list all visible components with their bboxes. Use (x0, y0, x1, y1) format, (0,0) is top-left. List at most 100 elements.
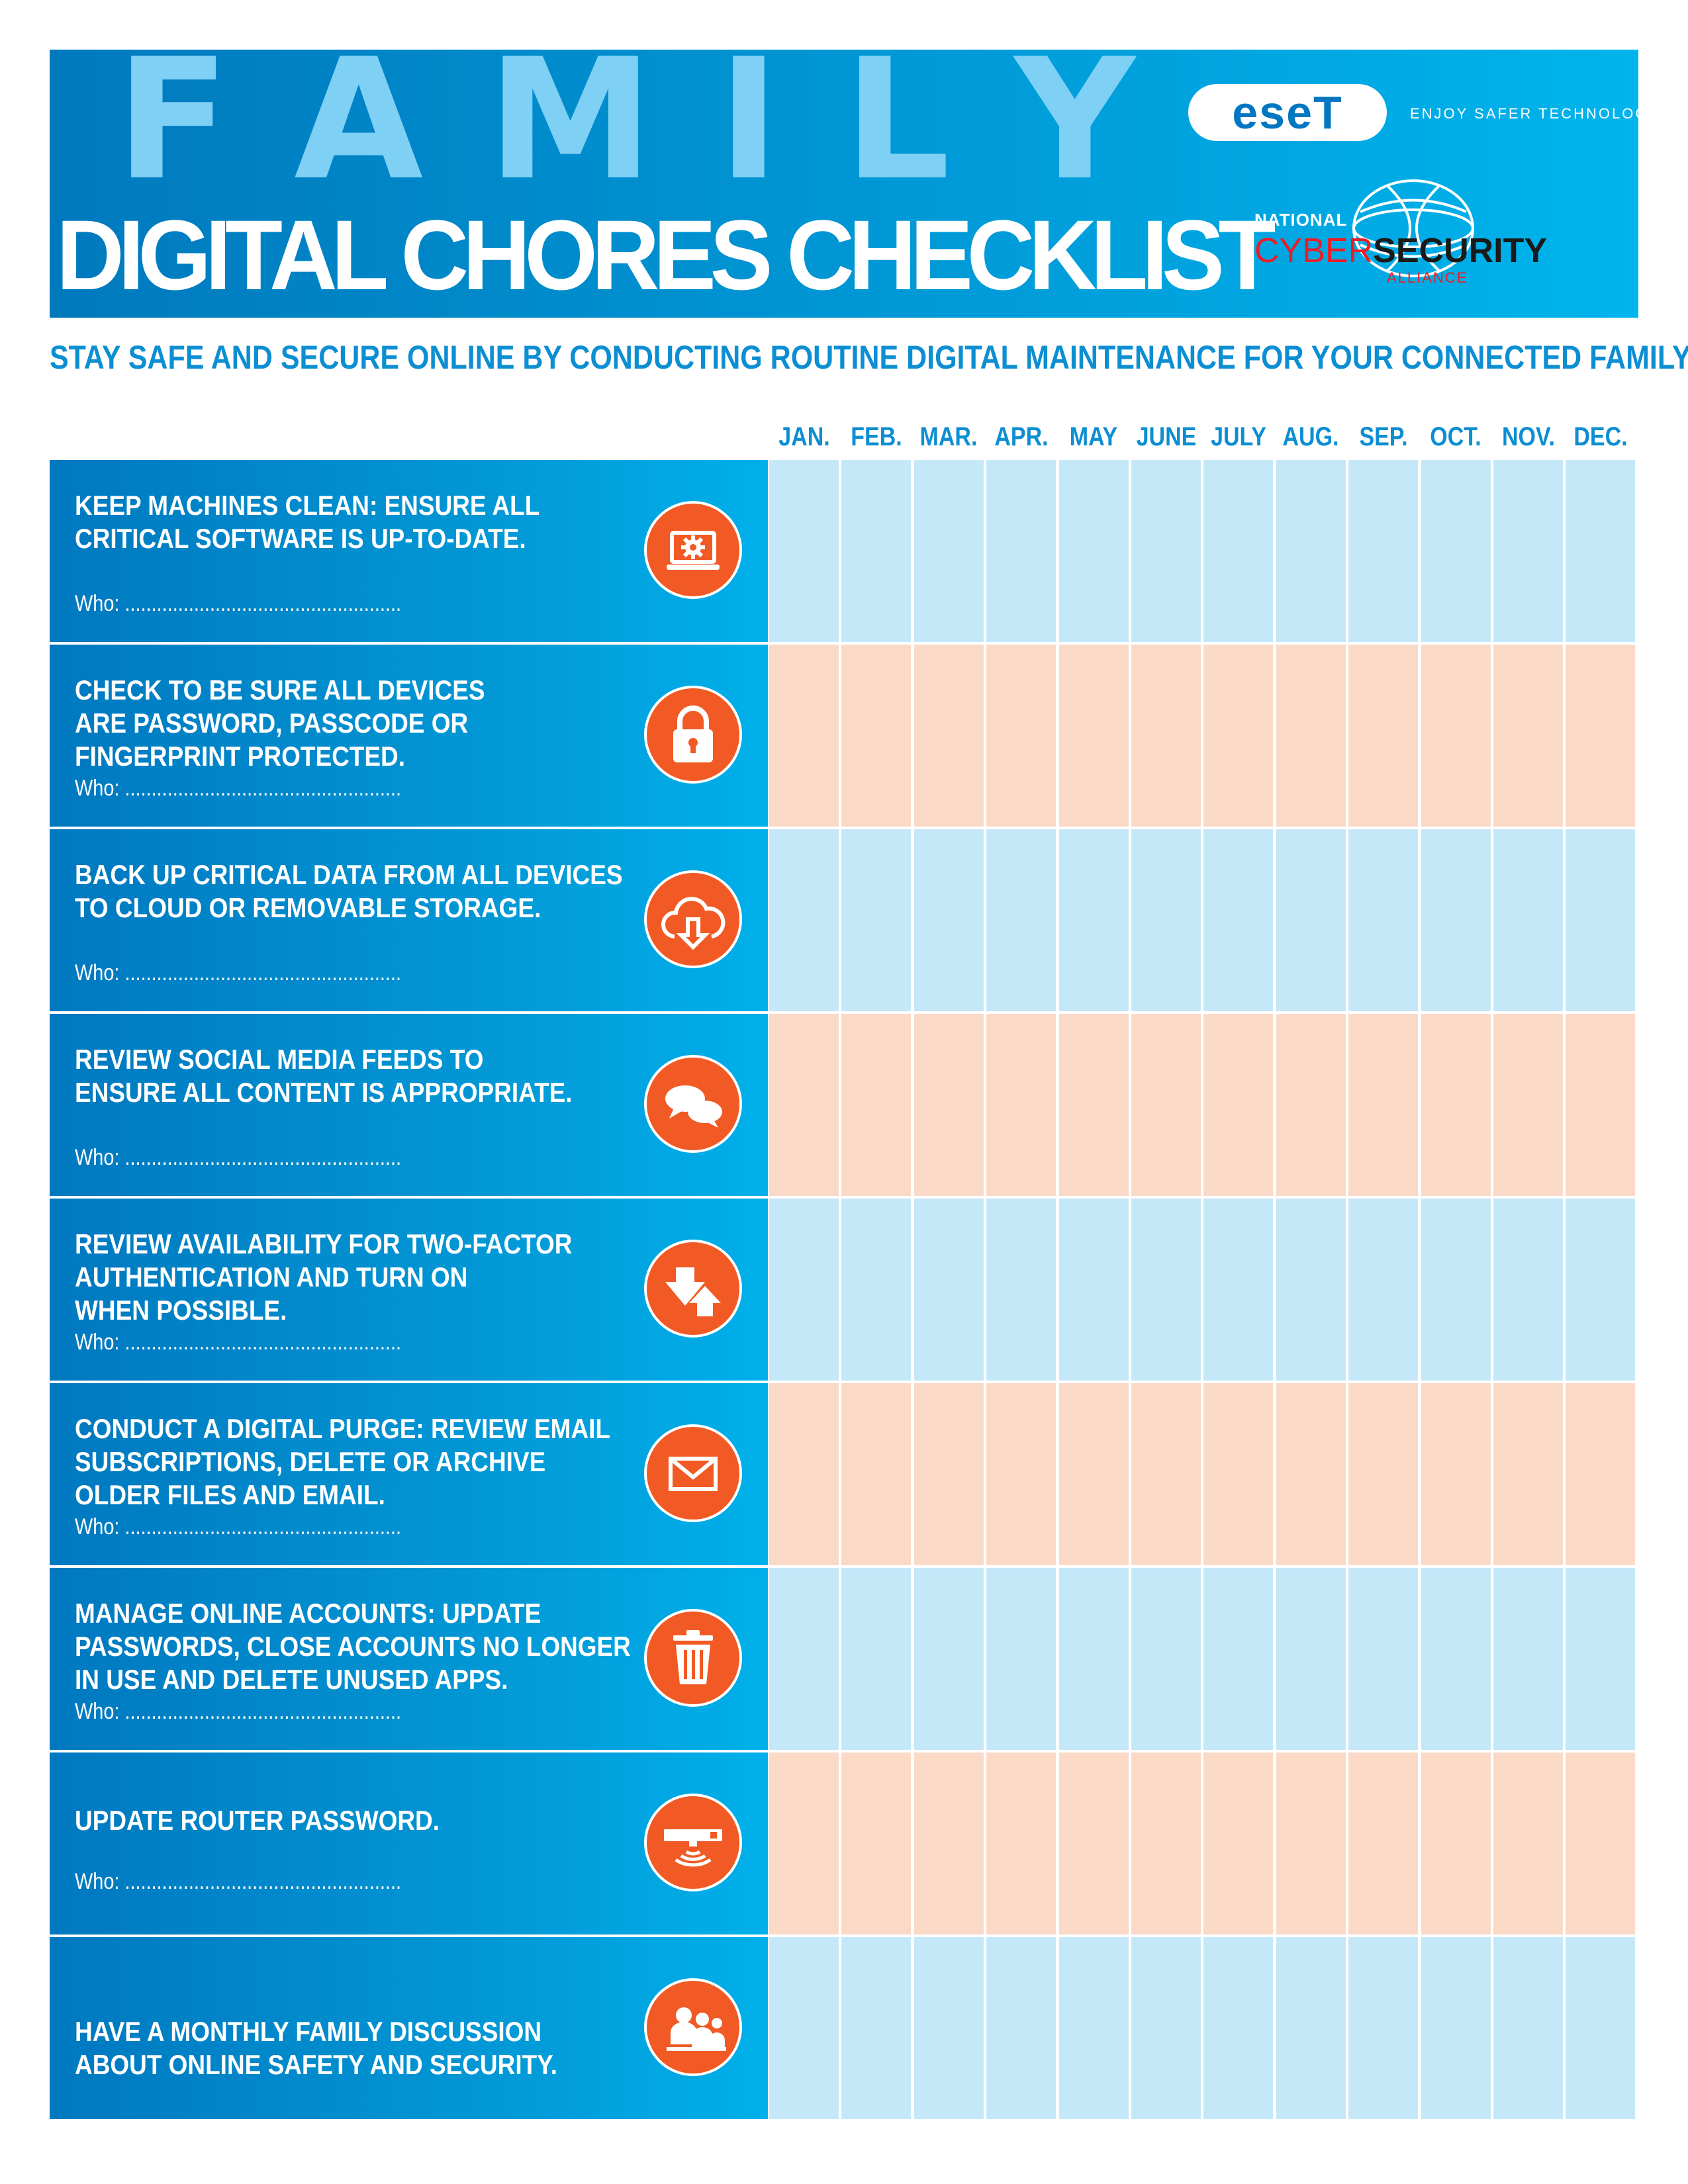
month-checkbox-cell[interactable] (986, 460, 1056, 642)
month-checkbox-cell[interactable] (1493, 829, 1563, 1011)
month-checkbox-cell[interactable] (1421, 1383, 1491, 1565)
who-field[interactable]: Who: ...................................… (75, 591, 402, 616)
month-checkbox-cell[interactable] (841, 1199, 912, 1381)
month-checkbox-cell[interactable] (1131, 829, 1201, 1011)
month-checkbox-cell[interactable] (914, 1014, 984, 1196)
month-checkbox-cell[interactable] (1566, 1014, 1636, 1196)
month-checkbox-cell[interactable] (1203, 1568, 1274, 1750)
month-checkbox-cell[interactable] (1058, 645, 1129, 827)
month-checkbox-cell[interactable] (1493, 1752, 1563, 1934)
month-checkbox-cell[interactable] (841, 1383, 912, 1565)
month-checkbox-cell[interactable] (914, 1752, 984, 1934)
month-checkbox-cell[interactable] (1058, 829, 1129, 1011)
month-checkbox-cell[interactable] (1348, 1199, 1419, 1381)
month-checkbox-cell[interactable] (986, 1383, 1056, 1565)
month-checkbox-cell[interactable] (1493, 1014, 1563, 1196)
month-checkbox-cell[interactable] (1348, 1937, 1419, 2119)
month-checkbox-cell[interactable] (1203, 1199, 1274, 1381)
month-checkbox-cell[interactable] (914, 1383, 984, 1565)
month-checkbox-cell[interactable] (769, 1937, 839, 2119)
month-checkbox-cell[interactable] (1203, 1752, 1274, 1934)
month-checkbox-cell[interactable] (769, 1568, 839, 1750)
month-checkbox-cell[interactable] (986, 1752, 1056, 1934)
month-checkbox-cell[interactable] (1348, 1014, 1419, 1196)
month-checkbox-cell[interactable] (841, 1568, 912, 1750)
month-checkbox-cell[interactable] (1131, 645, 1201, 827)
month-checkbox-cell[interactable] (1421, 829, 1491, 1011)
month-checkbox-cell[interactable] (1421, 645, 1491, 827)
month-checkbox-cell[interactable] (914, 1568, 984, 1750)
month-checkbox-cell[interactable] (1203, 829, 1274, 1011)
month-checkbox-cell[interactable] (1276, 1752, 1346, 1934)
month-checkbox-cell[interactable] (1276, 1014, 1346, 1196)
month-checkbox-cell[interactable] (986, 645, 1056, 827)
month-checkbox-cell[interactable] (1348, 1752, 1419, 1934)
month-checkbox-cell[interactable] (914, 1199, 984, 1381)
month-checkbox-cell[interactable] (1421, 1568, 1491, 1750)
month-checkbox-cell[interactable] (1566, 1752, 1636, 1934)
month-checkbox-cell[interactable] (1493, 1937, 1563, 2119)
month-checkbox-cell[interactable] (841, 460, 912, 642)
who-field[interactable]: Who: ...................................… (75, 1145, 402, 1170)
month-checkbox-cell[interactable] (1203, 460, 1274, 642)
month-checkbox-cell[interactable] (1566, 829, 1636, 1011)
month-checkbox-cell[interactable] (986, 1014, 1056, 1196)
month-checkbox-cell[interactable] (1203, 1937, 1274, 2119)
month-checkbox-cell[interactable] (1276, 1383, 1346, 1565)
month-checkbox-cell[interactable] (769, 460, 839, 642)
month-checkbox-cell[interactable] (1058, 1014, 1129, 1196)
month-checkbox-cell[interactable] (1058, 460, 1129, 642)
month-checkbox-cell[interactable] (1058, 1937, 1129, 2119)
month-checkbox-cell[interactable] (1421, 1937, 1491, 2119)
who-field[interactable]: Who: ...................................… (75, 1869, 402, 1894)
month-checkbox-cell[interactable] (769, 1383, 839, 1565)
month-checkbox-cell[interactable] (986, 1937, 1056, 2119)
month-checkbox-cell[interactable] (769, 1752, 839, 1934)
month-checkbox-cell[interactable] (1421, 1752, 1491, 1934)
month-checkbox-cell[interactable] (1566, 1937, 1636, 2119)
month-checkbox-cell[interactable] (1131, 1937, 1201, 2119)
month-checkbox-cell[interactable] (1276, 829, 1346, 1011)
month-checkbox-cell[interactable] (841, 645, 912, 827)
month-checkbox-cell[interactable] (1203, 645, 1274, 827)
month-checkbox-cell[interactable] (1058, 1383, 1129, 1565)
month-checkbox-cell[interactable] (1058, 1199, 1129, 1381)
month-checkbox-cell[interactable] (1493, 645, 1563, 827)
month-checkbox-cell[interactable] (841, 1752, 912, 1934)
month-checkbox-cell[interactable] (1348, 1568, 1419, 1750)
month-checkbox-cell[interactable] (1493, 460, 1563, 642)
who-field[interactable]: Who: ...................................… (75, 776, 402, 801)
who-field[interactable]: Who: ...................................… (75, 1514, 402, 1539)
who-field[interactable]: Who: ...................................… (75, 960, 402, 985)
month-checkbox-cell[interactable] (841, 1014, 912, 1196)
month-checkbox-cell[interactable] (1348, 829, 1419, 1011)
month-checkbox-cell[interactable] (769, 1014, 839, 1196)
month-checkbox-cell[interactable] (1131, 1014, 1201, 1196)
month-checkbox-cell[interactable] (1421, 460, 1491, 642)
who-field[interactable]: Who: ...................................… (75, 1699, 402, 1724)
month-checkbox-cell[interactable] (1276, 1568, 1346, 1750)
month-checkbox-cell[interactable] (769, 829, 839, 1011)
month-checkbox-cell[interactable] (914, 645, 984, 827)
month-checkbox-cell[interactable] (1421, 1014, 1491, 1196)
month-checkbox-cell[interactable] (1203, 1014, 1274, 1196)
month-checkbox-cell[interactable] (1131, 1199, 1201, 1381)
month-checkbox-cell[interactable] (1131, 1383, 1201, 1565)
month-checkbox-cell[interactable] (769, 1199, 839, 1381)
month-checkbox-cell[interactable] (1276, 645, 1346, 827)
month-checkbox-cell[interactable] (841, 829, 912, 1011)
month-checkbox-cell[interactable] (1348, 460, 1419, 642)
month-checkbox-cell[interactable] (914, 1937, 984, 2119)
month-checkbox-cell[interactable] (1131, 1752, 1201, 1934)
month-checkbox-cell[interactable] (1493, 1383, 1563, 1565)
month-checkbox-cell[interactable] (986, 1568, 1056, 1750)
who-field[interactable]: Who: ...................................… (75, 1330, 402, 1355)
month-checkbox-cell[interactable] (1203, 1383, 1274, 1565)
month-checkbox-cell[interactable] (1348, 1383, 1419, 1565)
month-checkbox-cell[interactable] (986, 1199, 1056, 1381)
month-checkbox-cell[interactable] (1276, 460, 1346, 642)
month-checkbox-cell[interactable] (1421, 1199, 1491, 1381)
month-checkbox-cell[interactable] (1493, 1199, 1563, 1381)
month-checkbox-cell[interactable] (1493, 1568, 1563, 1750)
month-checkbox-cell[interactable] (1131, 460, 1201, 642)
